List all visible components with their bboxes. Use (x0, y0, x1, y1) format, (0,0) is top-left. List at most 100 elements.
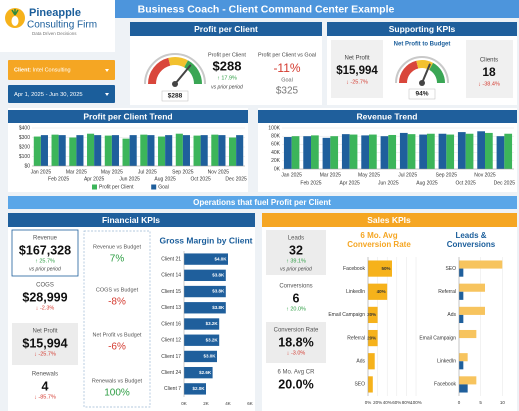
kpi-card (266, 322, 326, 363)
gauge-label-box (408, 88, 436, 100)
bar (477, 131, 485, 169)
bar (380, 136, 389, 169)
kpi-change: ↑ 20.0% (286, 306, 306, 312)
bar (459, 268, 464, 277)
kpi-change: ↑ 17.9% (217, 75, 237, 81)
chart-title: Revenue Trend (357, 111, 418, 121)
y-tick-label: SEO (354, 382, 365, 388)
y-tick-label: 20K (271, 158, 281, 164)
bar (193, 135, 201, 166)
bar (51, 134, 59, 166)
kpi-change: ↓ -38.4% (478, 81, 500, 87)
kpi-value: 4 (42, 379, 49, 393)
section-header (8, 213, 255, 227)
x-tick-label: Sep 2025 (172, 169, 194, 175)
data-label: $3.8K (212, 273, 225, 278)
logo-fruit (11, 16, 19, 26)
panel-header (8, 110, 248, 123)
date-filter[interactable] (8, 85, 115, 103)
gauge-needle (174, 64, 192, 85)
bar (368, 283, 388, 300)
y-tick-label: 100K (268, 125, 280, 131)
kpi-label: Clients (480, 58, 498, 64)
y-tick-label: 60K (271, 142, 281, 148)
bar (229, 137, 237, 166)
y-tick-label: Client 12 (161, 338, 181, 344)
x-tick-label: 4K (225, 401, 231, 406)
x-tick-label: 100% (410, 400, 422, 405)
bar (341, 134, 350, 169)
gauge-label-box (161, 90, 189, 102)
kpi-card (12, 277, 78, 322)
y-tick-label: Client 14 (161, 273, 181, 279)
x-tick-label: Apr 2025 (84, 176, 105, 182)
x-tick-label: 0K (181, 401, 187, 406)
budget-value: 7% (110, 254, 125, 265)
bar (485, 132, 493, 169)
kpi-value: 20.0% (278, 377, 313, 391)
y-tick-label: Client 16 (161, 321, 181, 327)
bar (459, 291, 464, 300)
brand-name: Pineapple (29, 7, 81, 19)
kpi-label: Conversion Rate (274, 328, 319, 334)
client-filter[interactable] (8, 60, 115, 80)
bar (111, 135, 119, 166)
data-label: 20% (367, 312, 376, 317)
y-tick-label: LinkedIn (437, 359, 456, 365)
kpi-label: Net Profit (32, 329, 57, 335)
brand-tagline: Data Driven Decisions (32, 31, 77, 36)
kpi-change: ↓ -25.7% (346, 79, 368, 85)
y-tick-label: Ads (356, 359, 365, 365)
kpi-card (266, 230, 326, 275)
bar (399, 132, 408, 169)
y-tick-label: SEO (445, 266, 456, 272)
panel-header (327, 22, 517, 36)
banner-text: Operations that fuel Profit per Client (193, 198, 331, 207)
kpi-change: ↓ -85.7% (34, 394, 56, 400)
kpi-note: vs prior period (280, 266, 312, 272)
x-tick-label: 5 (479, 400, 482, 405)
y-tick-label: 80K (271, 134, 281, 140)
kpi-value: $15,994 (336, 65, 378, 77)
bar (504, 133, 513, 169)
data-label: 20% (367, 335, 376, 340)
x-tick-label: Jul 2025 (138, 169, 157, 175)
budget-label: Net Profit vs Budget (93, 332, 142, 338)
x-tick-label: 60% (392, 400, 401, 405)
y-tick-label: Client 17 (161, 354, 181, 360)
bar (438, 133, 447, 169)
bar (459, 329, 477, 339)
data-label: $3.8K (212, 305, 225, 310)
title-bar (115, 0, 519, 18)
bar (184, 383, 206, 395)
bar (218, 135, 226, 166)
dropdown-caret (105, 93, 109, 96)
data-label: $3.2K (206, 321, 219, 326)
bar (33, 136, 41, 166)
kpi-change: ↓ -3.0% (287, 350, 306, 356)
x-tick-label: Jan 2025 (281, 172, 302, 178)
kpi-value: 32 (289, 243, 303, 257)
budget-value: -6% (108, 342, 126, 353)
bar (184, 302, 226, 314)
budget-label: COGS vs Budget (96, 287, 139, 293)
bar (459, 314, 464, 324)
kpi-card (266, 364, 326, 396)
banner (8, 196, 517, 209)
budget-column (83, 230, 151, 408)
x-tick-label: Apr 2025 (340, 180, 361, 186)
bar (200, 135, 208, 166)
data-label: 40% (377, 289, 386, 294)
y-tick-label: Client 13 (161, 305, 181, 311)
kpi-value: $288 (213, 58, 242, 73)
x-tick-label: 0% (365, 400, 372, 405)
kpi-value: 6 (293, 291, 300, 305)
x-tick-label: Aug 2025 (416, 180, 438, 186)
chart-title: Leads & Conversions (446, 231, 496, 250)
bar (283, 137, 292, 169)
bar (457, 132, 466, 169)
x-tick-label: Dec 2025 (494, 180, 516, 186)
data-label: 50% (381, 266, 390, 271)
chart-title: Gross Margin by Client (159, 235, 252, 245)
gauge-title: Net Profit to Budget (394, 42, 451, 48)
